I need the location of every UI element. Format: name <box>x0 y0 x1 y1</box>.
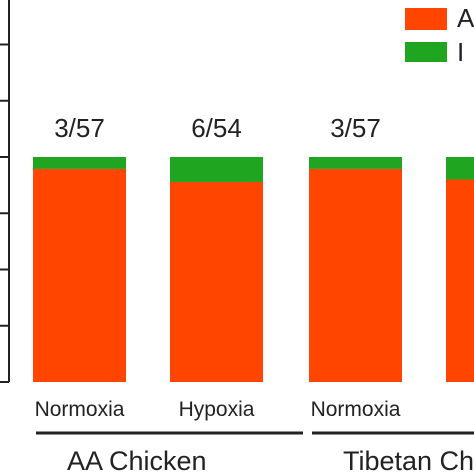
bar-primary-segment <box>170 181 263 382</box>
ratio-label: 6/54 <box>191 113 242 143</box>
bar-secondary-segment <box>309 157 402 169</box>
legend-swatch <box>405 42 447 62</box>
x-tick-label: Normoxia <box>311 398 401 421</box>
bar-secondary-segment <box>170 157 263 182</box>
bar-primary-segment <box>33 168 126 382</box>
x-tick-label: Hypoxia <box>179 398 255 421</box>
group-label: AA Chicken <box>67 446 207 474</box>
bar-primary-segment <box>446 179 474 382</box>
bar-secondary-segment <box>446 157 474 180</box>
bars <box>33 157 474 382</box>
legend-swatch <box>405 8 447 30</box>
ratio-labels: 3/576/543/574 <box>54 113 381 143</box>
y-axis-ticks <box>0 43 9 383</box>
x-tick-labels: NormoxiaHypoxiaNormoxiaHy <box>35 398 401 421</box>
group-label: Tibetan Chi <box>343 446 474 474</box>
bar-secondary-segment <box>33 157 126 169</box>
group-labels: AA Chicken Tibetan Chi <box>36 431 474 474</box>
legend: AI <box>405 3 474 67</box>
x-tick-label: Normoxia <box>35 398 125 421</box>
legend-label: I <box>457 37 464 67</box>
ratio-label: 3/57 <box>330 113 381 143</box>
legend-label: A <box>457 3 474 33</box>
bar-primary-segment <box>309 168 402 382</box>
ratio-label: 3/57 <box>54 113 105 143</box>
